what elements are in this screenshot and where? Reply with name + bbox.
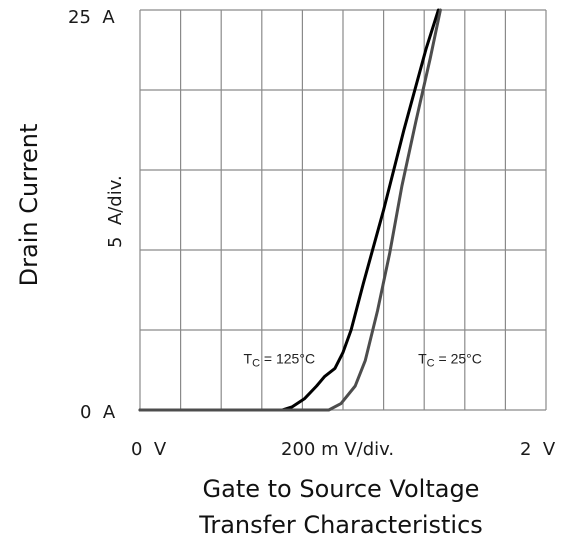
series-line-1	[138, 8, 442, 412]
x-tick-label-min: 0 V	[131, 439, 167, 460]
y-tick-label-min: 0 A	[80, 402, 116, 423]
series-label-1: TC = 25°C	[418, 351, 482, 370]
chart-subtitle: Transfer Characteristics	[198, 511, 483, 539]
chart-grid	[139, 9, 547, 411]
y-scale-label: 5 A/div.	[105, 175, 126, 248]
series-annotations: TC = 125°C TC = 25°C	[244, 351, 482, 370]
series-curves	[138, 8, 442, 412]
x-tick-label-max: 2 V	[520, 439, 556, 460]
x-scale-label: 200 m V/div.	[281, 439, 394, 460]
series-label-0: TC = 125°C	[244, 351, 316, 370]
x-axis-label: Gate to Source Voltage	[203, 475, 480, 503]
y-tick-label-max: 25 A	[68, 7, 115, 28]
y-axis-label: Drain Current	[15, 124, 43, 287]
series-line-0	[138, 8, 440, 412]
